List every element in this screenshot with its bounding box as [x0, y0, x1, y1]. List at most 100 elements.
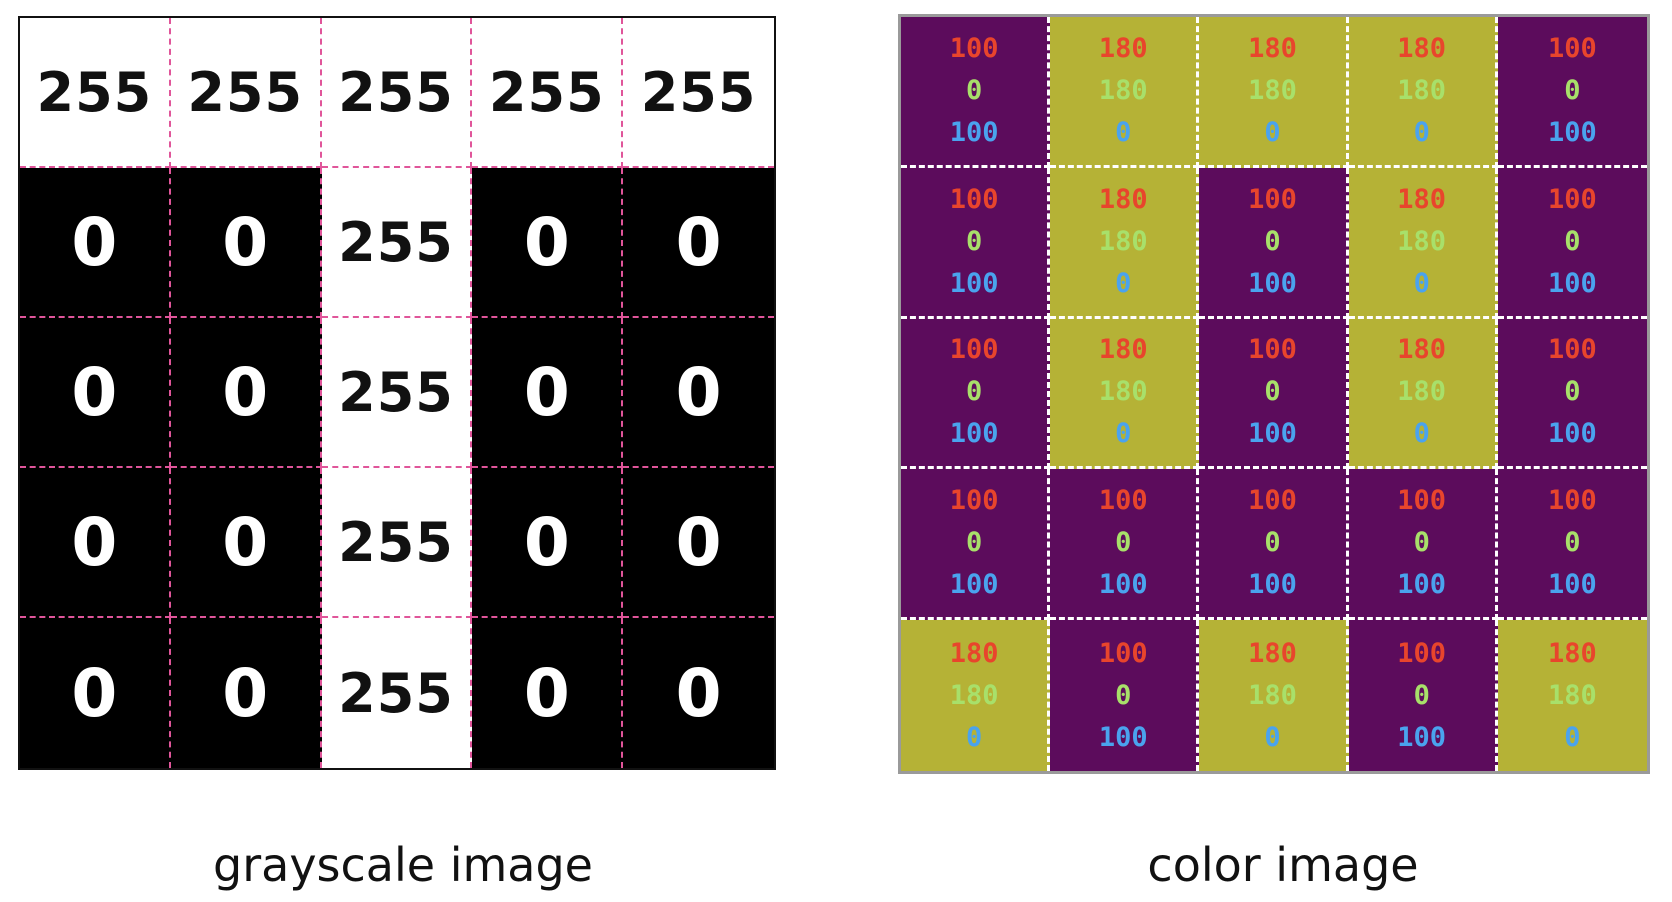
color-pixel-r1-c3: 180 180 0 — [1348, 167, 1498, 319]
grayscale-pixel-r1-c2: 255 — [321, 168, 473, 318]
blue-channel-value: 0 — [1413, 418, 1430, 450]
green-channel-value: 0 — [965, 376, 983, 408]
grayscale-pixel-r1-c0: 0 — [20, 168, 171, 318]
color-caption: color image — [1147, 838, 1419, 892]
color-pixel-r1-c1: 180 180 0 — [1050, 167, 1200, 319]
grayscale-pixel-r2-c2: 255 — [321, 318, 473, 468]
grayscale-pixel-r4-c4: 0 — [623, 618, 774, 768]
color-pixel-r3-c4: 100 0 100 — [1497, 469, 1647, 621]
green-channel-value: 0 — [1564, 376, 1581, 408]
color-pixel-r3-c3: 100 0 100 — [1348, 469, 1498, 621]
red-channel-value: 100 — [1098, 637, 1148, 669]
blue-channel-value: 0 — [1264, 116, 1281, 148]
green-channel-value: 180 — [1098, 225, 1148, 257]
blue-channel-value: 100 — [1397, 569, 1447, 601]
green-channel-value: 180 — [1397, 376, 1447, 408]
grayscale-pixel-r3-c1: 0 — [170, 468, 322, 618]
color-pixel-r0-c3: 180 180 0 — [1348, 17, 1498, 168]
red-channel-value: 100 — [1548, 183, 1597, 215]
color-pixel-r3-c1: 100 0 100 — [1050, 469, 1200, 621]
green-channel-value: 0 — [965, 74, 983, 106]
blue-channel-value: 100 — [1098, 721, 1148, 753]
blue-channel-value: 0 — [1564, 721, 1581, 753]
color-pixel-r0-c1: 180 180 0 — [1050, 17, 1200, 168]
color-pixel-r0-c4: 100 0 100 — [1497, 17, 1647, 168]
red-channel-value: 180 — [1548, 637, 1597, 669]
red-channel-value: 180 — [949, 637, 999, 669]
red-channel-value: 180 — [1397, 183, 1447, 215]
color-pixel-r4-c2: 180 180 0 — [1199, 620, 1349, 771]
red-channel-value: 100 — [949, 485, 999, 517]
grayscale-pixel-r4-c0: 0 — [20, 618, 171, 768]
color-pixel-r3-c2: 100 0 100 — [1199, 469, 1349, 621]
green-channel-value: 0 — [965, 527, 983, 559]
red-channel-value: 100 — [1548, 32, 1597, 64]
blue-channel-value: 100 — [1548, 267, 1597, 299]
color-pixel-r1-c4: 100 0 100 — [1497, 167, 1647, 319]
red-channel-value: 180 — [1098, 32, 1148, 64]
color-pixel-r4-c3: 100 0 100 — [1348, 620, 1498, 771]
color-pixel-r1-c2: 100 0 100 — [1199, 167, 1349, 319]
green-channel-value: 0 — [1413, 679, 1430, 711]
green-channel-value: 180 — [1098, 74, 1148, 106]
blue-channel-value: 100 — [1548, 116, 1597, 148]
grayscale-pixel-r0-c2: 255 — [321, 18, 473, 168]
blue-channel-value: 0 — [1264, 721, 1281, 753]
color-pixel-r2-c4: 100 0 100 — [1497, 318, 1647, 470]
green-channel-value: 0 — [1564, 225, 1581, 257]
grayscale-caption: grayscale image — [213, 838, 593, 892]
green-channel-value: 180 — [1397, 225, 1447, 257]
blue-channel-value: 100 — [1548, 418, 1597, 450]
red-channel-value: 100 — [949, 334, 999, 366]
red-channel-value: 100 — [1397, 637, 1447, 669]
green-channel-value: 0 — [1564, 74, 1581, 106]
blue-channel-value: 0 — [1115, 418, 1132, 450]
grayscale-pixel-r2-c1: 0 — [170, 318, 322, 468]
grayscale-pixel-r3-c3: 0 — [472, 468, 624, 618]
red-channel-value: 100 — [949, 32, 999, 64]
red-channel-value: 100 — [949, 183, 999, 215]
green-channel-value: 0 — [1564, 527, 1581, 559]
blue-channel-value: 0 — [1115, 116, 1132, 148]
grayscale-pixel-r4-c3: 0 — [472, 618, 624, 768]
color-pixel-r0-c0: 100 0 100 — [901, 17, 1051, 168]
color-pixel-r2-c3: 180 180 0 — [1348, 318, 1498, 470]
blue-channel-value: 100 — [949, 116, 999, 148]
blue-channel-value: 0 — [1115, 267, 1132, 299]
blue-channel-value: 100 — [1098, 569, 1148, 601]
red-channel-value: 180 — [1397, 334, 1447, 366]
red-channel-value: 100 — [1548, 485, 1597, 517]
blue-channel-value: 0 — [1413, 267, 1430, 299]
color-pixel-r2-c2: 100 0 100 — [1199, 318, 1349, 470]
color-pixel-r3-c0: 100 0 100 — [901, 469, 1051, 621]
red-channel-value: 180 — [1397, 32, 1447, 64]
grayscale-pixel-r0-c3: 255 — [472, 18, 624, 168]
blue-channel-value: 100 — [1248, 418, 1297, 450]
red-channel-value: 180 — [1248, 637, 1297, 669]
blue-channel-value: 0 — [965, 721, 983, 753]
red-channel-value: 100 — [1397, 485, 1447, 517]
red-channel-value: 100 — [1548, 334, 1597, 366]
red-channel-value: 180 — [1098, 334, 1148, 366]
red-channel-value: 180 — [1248, 32, 1297, 64]
blue-channel-value: 100 — [1397, 721, 1447, 753]
grayscale-pixel-r4-c2: 255 — [321, 618, 473, 768]
grayscale-pixel-r2-c4: 0 — [623, 318, 774, 468]
grayscale-pixel-r1-c1: 0 — [170, 168, 322, 318]
grayscale-pixel-r4-c1: 0 — [170, 618, 322, 768]
color-pixel-r4-c4: 180 180 0 — [1497, 620, 1647, 771]
grayscale-pixel-r2-c0: 0 — [20, 318, 171, 468]
grayscale-pixel-r3-c2: 255 — [321, 468, 473, 618]
grayscale-grid: 255 255 255 255 255 0 0 255 0 0 0 0 255 0 0 0 0 255 0 0 0 0 25… — [18, 16, 776, 770]
green-channel-value: 0 — [1115, 679, 1132, 711]
color-pixel-r2-c0: 100 0 100 — [901, 318, 1051, 470]
blue-channel-value: 100 — [949, 418, 999, 450]
green-channel-value: 180 — [1098, 376, 1148, 408]
blue-channel-value: 100 — [1548, 569, 1597, 601]
green-channel-value: 180 — [1248, 679, 1297, 711]
red-channel-value: 180 — [1098, 183, 1148, 215]
blue-channel-value: 100 — [1248, 569, 1297, 601]
green-channel-value: 0 — [1115, 527, 1132, 559]
green-channel-value: 0 — [1264, 225, 1281, 257]
grayscale-pixel-r1-c3: 0 — [472, 168, 624, 318]
